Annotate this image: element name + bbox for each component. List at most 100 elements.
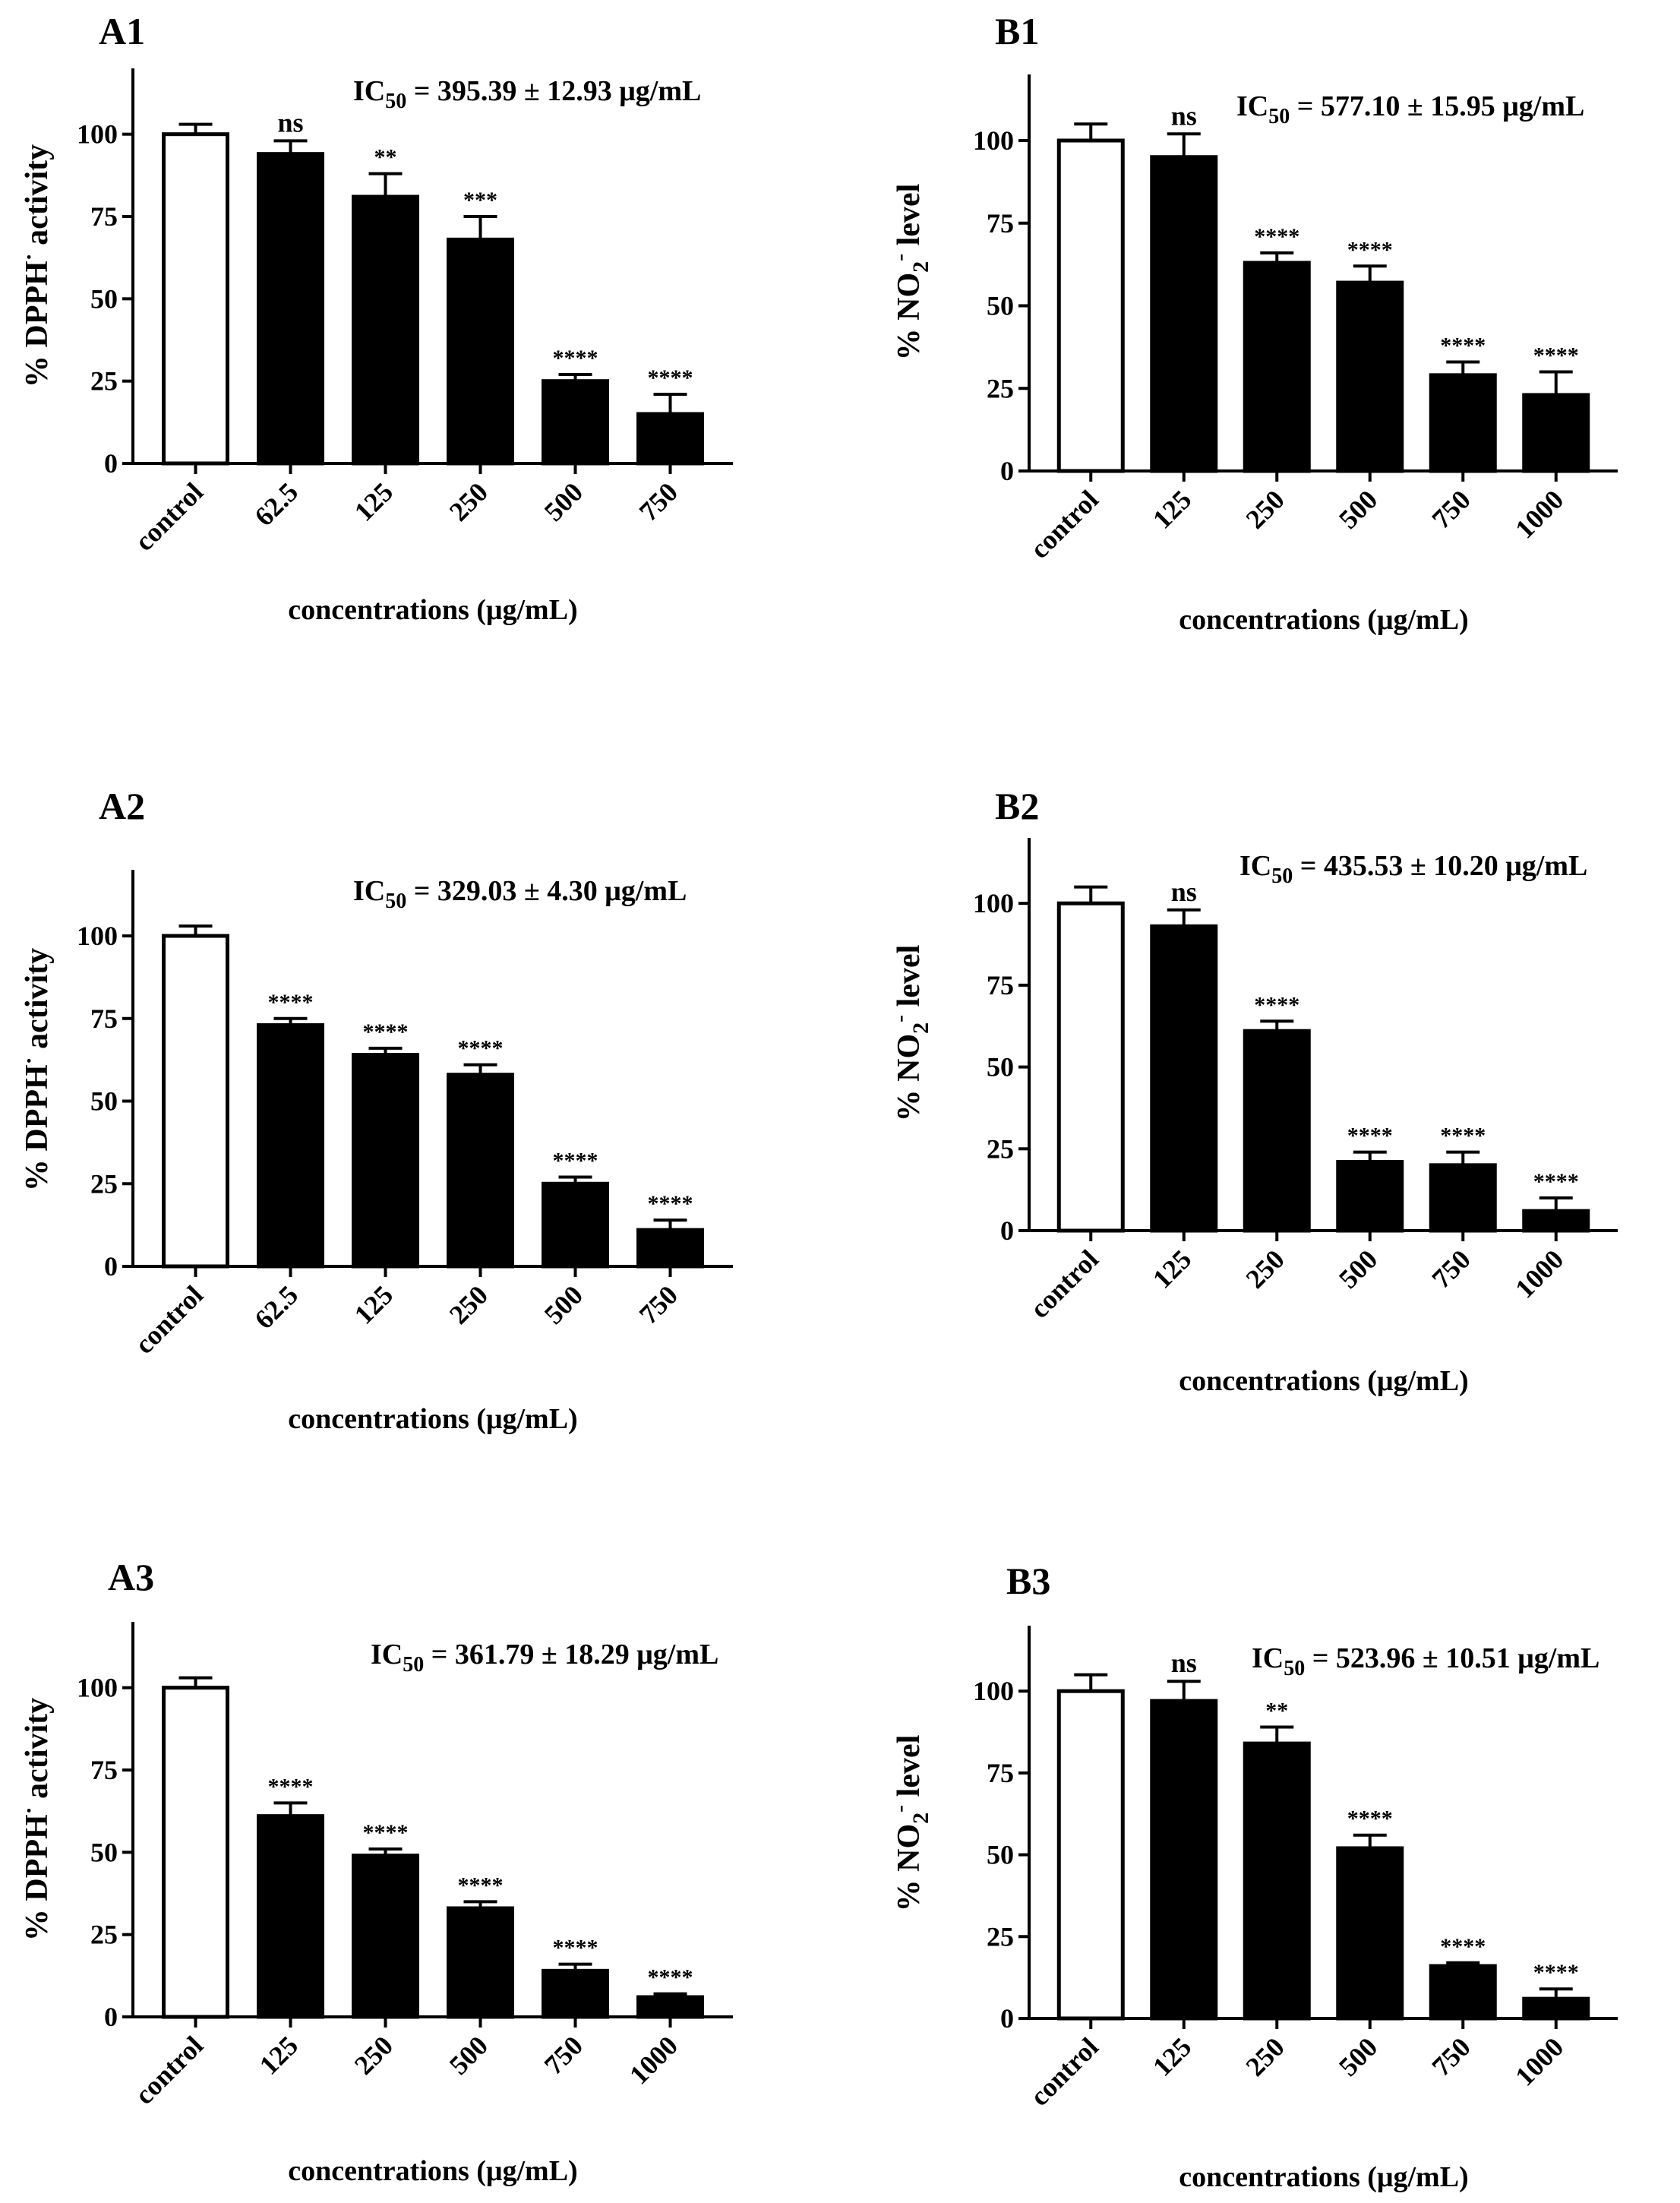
significance-label: **** bbox=[648, 365, 693, 390]
y-axis-label: % DPPH· activity bbox=[17, 948, 55, 1191]
bar-125 bbox=[352, 1053, 419, 1269]
bar-500 bbox=[447, 1906, 514, 2019]
significance-label: **** bbox=[1533, 1960, 1579, 1985]
significance-label: ns bbox=[1171, 1648, 1197, 1678]
y-tick-label: 25 bbox=[987, 1921, 1014, 1952]
x-tick-label: 250 bbox=[444, 1279, 494, 1329]
y-tick-label: 25 bbox=[90, 1920, 118, 1950]
bar-750 bbox=[636, 1228, 704, 1269]
significance-label: **** bbox=[363, 1820, 409, 1845]
bar-125 bbox=[352, 194, 419, 466]
x-tick-label: 125 bbox=[349, 1279, 399, 1329]
x-axis-label: concentrations (μg/mL) bbox=[288, 1403, 577, 1435]
bar-500 bbox=[1336, 280, 1404, 473]
significance-label: ns bbox=[277, 107, 303, 137]
bar-1000 bbox=[1522, 1209, 1590, 1233]
bar-62.5 bbox=[257, 152, 324, 466]
y-tick-label: 50 bbox=[987, 1840, 1014, 1870]
y-tick-label: 50 bbox=[987, 1052, 1014, 1083]
bar-750 bbox=[1429, 1964, 1497, 2021]
bar-control bbox=[1056, 138, 1125, 473]
bar-1000 bbox=[636, 1995, 704, 2019]
y-tick-label: 0 bbox=[104, 448, 118, 479]
significance-label: **** bbox=[363, 1019, 409, 1045]
chart-panel-a1: A1 IC50 = 395.39 ± 12.93 μg/mL 0 25 50 75 100 c… bbox=[17, 10, 733, 626]
y-tick-label: 50 bbox=[90, 1837, 118, 1867]
chart-panel-b2: B2 IC50 = 435.53 ± 10.20 μg/mL 0 25 50 75 100 c… bbox=[887, 785, 1618, 1397]
y-tick-label: 75 bbox=[90, 201, 118, 232]
y-tick-label: 75 bbox=[987, 1758, 1014, 1788]
y-tick-label: 25 bbox=[987, 1133, 1014, 1164]
y-tick-label: 100 bbox=[973, 125, 1014, 156]
bar-750 bbox=[1429, 1163, 1497, 1233]
y-axis-label: % NO2- level bbox=[887, 1735, 933, 1912]
significance-label: ns bbox=[1171, 877, 1197, 907]
bar-250 bbox=[352, 1854, 419, 2019]
x-tick-label: 1000 bbox=[1509, 1244, 1569, 1304]
bar-62.5 bbox=[257, 1022, 324, 1269]
ic50-annotation: IC50 = 329.03 ± 4.30 μg/mL bbox=[353, 875, 687, 913]
x-tick-label: control bbox=[1024, 2031, 1104, 2112]
y-tick-label: 100 bbox=[77, 119, 118, 150]
chart-panel-b3: B3 IC50 = 523.96 ± 10.51 μg/mL 0 25 50 75 100 c… bbox=[887, 1560, 1618, 2193]
significance-label: **** bbox=[1347, 1806, 1393, 1832]
x-tick-label: 500 bbox=[444, 2030, 494, 2080]
y-tick-label: 75 bbox=[987, 970, 1014, 1000]
y-tick-label: 75 bbox=[90, 1004, 118, 1034]
y-tick-label: 25 bbox=[90, 1168, 118, 1199]
y-tick-label: 0 bbox=[1000, 456, 1014, 486]
bar-control bbox=[162, 132, 229, 466]
significance-label: ** bbox=[1265, 1699, 1288, 1724]
bar-1000 bbox=[1522, 1996, 1590, 2021]
x-tick-label: 500 bbox=[538, 1279, 589, 1329]
x-tick-label: 1000 bbox=[624, 2030, 684, 2090]
bar-500 bbox=[1336, 1846, 1404, 2021]
x-tick-label: 500 bbox=[538, 476, 589, 526]
x-tick-label: control bbox=[1024, 484, 1104, 564]
chart-panel-b1: B1 IC50 = 577.10 ± 15.95 μg/mL 0 25 50 75 100 c… bbox=[887, 10, 1618, 636]
x-tick-label: 250 bbox=[444, 476, 494, 526]
bar-500 bbox=[542, 1181, 609, 1269]
y-tick-label: 0 bbox=[104, 1251, 118, 1282]
ic50-annotation: IC50 = 361.79 ± 18.29 μg/mL bbox=[371, 1639, 718, 1677]
ic50-annotation: IC50 = 577.10 ± 15.95 μg/mL bbox=[1236, 90, 1584, 128]
bar-250 bbox=[447, 237, 514, 466]
x-axis-label: concentrations (μg/mL) bbox=[1179, 604, 1468, 636]
bar-250 bbox=[1243, 1029, 1311, 1233]
x-tick-label: 125 bbox=[1147, 484, 1197, 534]
significance-label: **** bbox=[1533, 1169, 1579, 1194]
significance-label: **** bbox=[553, 346, 598, 371]
x-tick-label: 62.5 bbox=[248, 476, 304, 532]
significance-label: *** bbox=[463, 188, 497, 213]
x-tick-label: 125 bbox=[349, 476, 399, 526]
panel-label: A1 bbox=[99, 10, 145, 52]
bar-control bbox=[1056, 901, 1125, 1233]
y-tick-label: 25 bbox=[987, 373, 1014, 403]
ic50-annotation: IC50 = 435.53 ± 10.20 μg/mL bbox=[1239, 850, 1587, 888]
bar-750 bbox=[1429, 373, 1497, 473]
significance-label: **** bbox=[553, 1149, 598, 1174]
y-tick-label: 75 bbox=[987, 208, 1014, 239]
bar-500 bbox=[1336, 1160, 1404, 1233]
significance-label: ns bbox=[1171, 100, 1197, 131]
x-tick-label: 500 bbox=[1333, 2031, 1383, 2081]
panel-label: A3 bbox=[108, 1556, 154, 1598]
significance-label: **** bbox=[458, 1036, 504, 1061]
significance-label: **** bbox=[1254, 224, 1299, 249]
bar-750 bbox=[636, 412, 704, 466]
significance-label: **** bbox=[1254, 992, 1299, 1017]
x-tick-label: 750 bbox=[538, 2030, 589, 2080]
y-tick-label: 50 bbox=[987, 291, 1014, 321]
x-tick-label: 750 bbox=[633, 1279, 684, 1329]
x-tick-label: 125 bbox=[1147, 1244, 1197, 1294]
y-tick-label: 50 bbox=[90, 1086, 118, 1117]
significance-label: **** bbox=[1440, 1934, 1486, 1959]
bar-750 bbox=[542, 1968, 609, 2019]
x-tick-label: 750 bbox=[1426, 1244, 1476, 1294]
x-tick-label: control bbox=[129, 476, 210, 557]
chart-panel-a2: A2 IC50 = 329.03 ± 4.30 μg/mL 0 25 50 75 100 co… bbox=[17, 785, 733, 1435]
y-tick-label: 0 bbox=[1000, 1215, 1014, 1246]
y-tick-label: 100 bbox=[973, 1676, 1014, 1706]
